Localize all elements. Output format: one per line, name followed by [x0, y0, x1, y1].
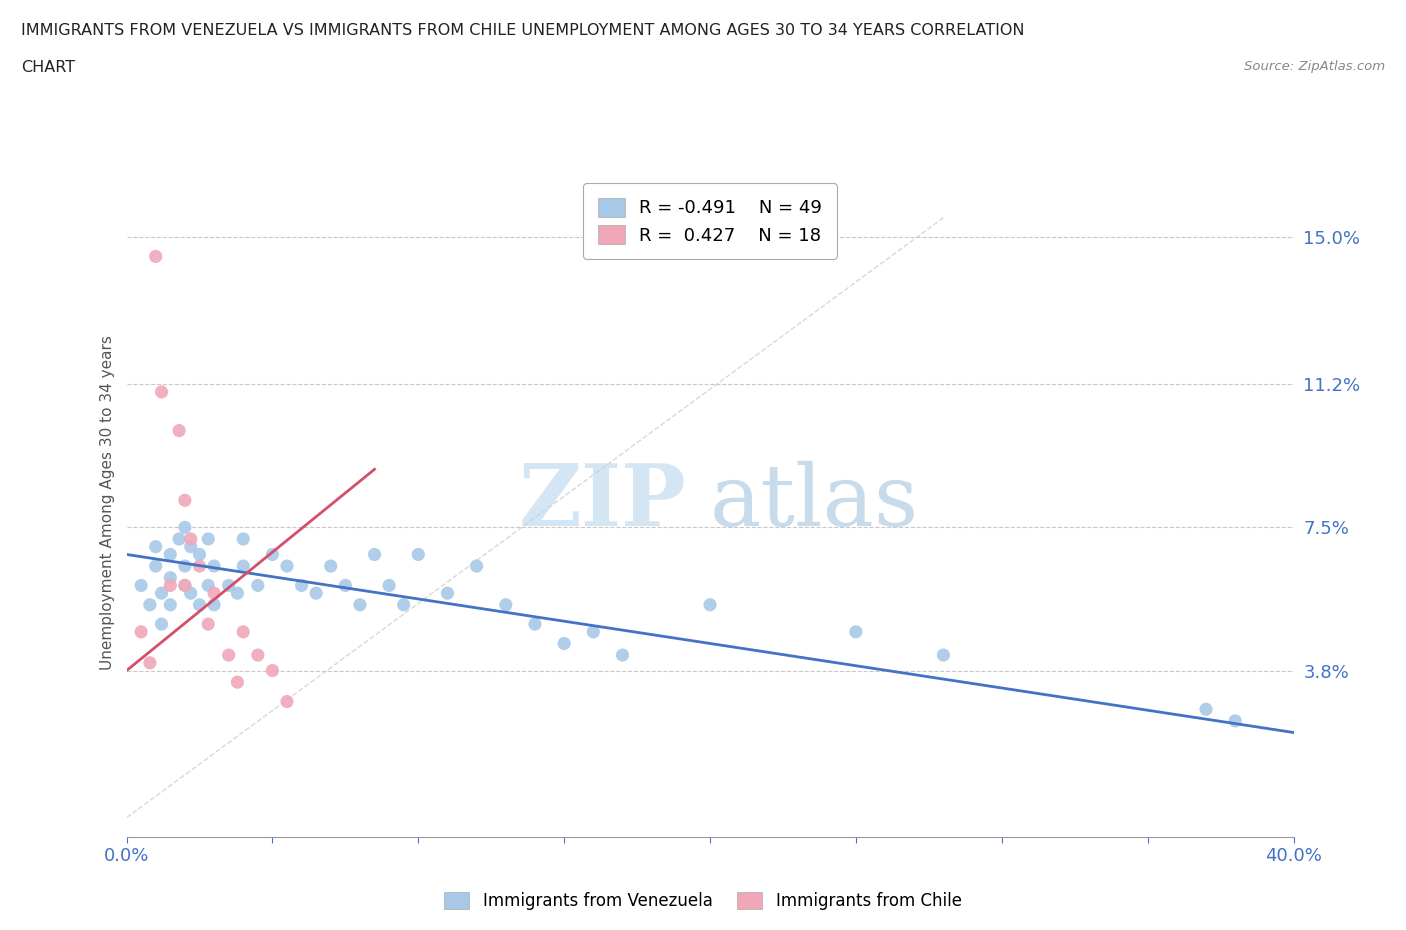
Point: [150, 586, 173, 601]
Point: [180, 532, 202, 547]
Point: [174, 578, 197, 592]
Point: [845, 624, 868, 639]
Point: [262, 663, 284, 678]
Point: [180, 539, 202, 554]
Point: [174, 578, 197, 592]
Point: [276, 694, 298, 709]
Point: [246, 578, 269, 592]
Point: [319, 559, 342, 574]
Point: [436, 586, 458, 601]
Point: [139, 656, 162, 671]
Point: [129, 624, 152, 639]
Point: [202, 586, 225, 601]
Point: [335, 578, 357, 592]
Point: [150, 617, 173, 631]
Point: [197, 617, 219, 631]
Point: [159, 597, 181, 612]
Point: [180, 586, 202, 601]
Point: [465, 559, 488, 574]
Point: [202, 559, 225, 574]
Point: [139, 597, 162, 612]
Point: [188, 597, 211, 612]
Text: IMMIGRANTS FROM VENEZUELA VS IMMIGRANTS FROM CHILE UNEMPLOYMENT AMONG AGES 30 TO: IMMIGRANTS FROM VENEZUELA VS IMMIGRANTS …: [21, 23, 1025, 38]
Point: [378, 578, 401, 592]
Point: [145, 559, 167, 574]
Point: [524, 617, 547, 631]
Text: atlas: atlas: [710, 460, 920, 544]
Point: [553, 636, 575, 651]
Point: [1223, 713, 1246, 728]
Point: [174, 493, 197, 508]
Point: [197, 578, 219, 592]
Point: [305, 586, 328, 601]
Point: [232, 624, 254, 639]
Y-axis label: Unemployment Among Ages 30 to 34 years: Unemployment Among Ages 30 to 34 years: [100, 335, 115, 670]
Point: [699, 597, 721, 612]
Legend: Immigrants from Venezuela, Immigrants from Chile: Immigrants from Venezuela, Immigrants fr…: [437, 885, 969, 917]
Point: [495, 597, 517, 612]
Point: [159, 570, 181, 585]
Point: [145, 539, 167, 554]
Point: [202, 597, 225, 612]
Point: [218, 647, 240, 662]
Point: [290, 578, 312, 592]
Point: [612, 647, 634, 662]
Point: [932, 647, 955, 662]
Point: [226, 675, 249, 690]
Point: [408, 547, 430, 562]
Point: [167, 532, 190, 547]
Point: [159, 547, 181, 562]
Point: [582, 624, 605, 639]
Text: ZIP: ZIP: [519, 460, 686, 544]
Legend: R = -0.491    N = 49, R =  0.427    N = 18: R = -0.491 N = 49, R = 0.427 N = 18: [583, 183, 837, 259]
Point: [197, 532, 219, 547]
Point: [159, 578, 181, 592]
Point: [167, 423, 190, 438]
Point: [1195, 702, 1218, 717]
Point: [145, 249, 167, 264]
Point: [276, 559, 298, 574]
Point: [150, 384, 173, 399]
Point: [188, 559, 211, 574]
Point: [174, 520, 197, 535]
Point: [226, 586, 249, 601]
Text: CHART: CHART: [21, 60, 75, 75]
Point: [188, 547, 211, 562]
Point: [246, 647, 269, 662]
Point: [129, 578, 152, 592]
Point: [262, 547, 284, 562]
Point: [363, 547, 385, 562]
Point: [218, 578, 240, 592]
Text: Source: ZipAtlas.com: Source: ZipAtlas.com: [1244, 60, 1385, 73]
Point: [232, 532, 254, 547]
Point: [392, 597, 415, 612]
Point: [174, 559, 197, 574]
Point: [349, 597, 371, 612]
Point: [232, 559, 254, 574]
